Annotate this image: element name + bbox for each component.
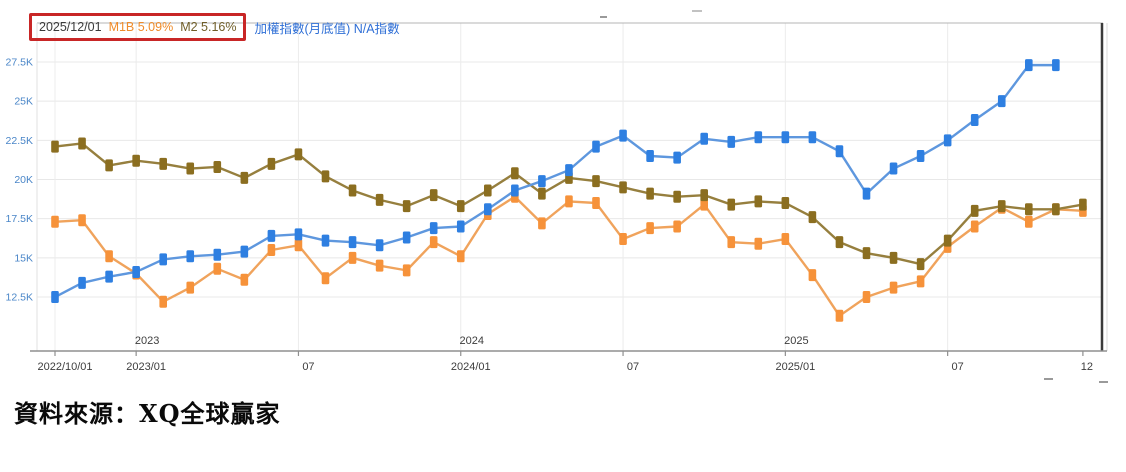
svg-text:27.5K: 27.5K: [6, 57, 33, 69]
artifact-dash: [1044, 378, 1053, 380]
svg-text:25K: 25K: [14, 96, 33, 108]
svg-text:2025/01: 2025/01: [775, 361, 815, 373]
legend-index-label: 加權指數(月底值) N/A指數: [254, 21, 400, 36]
svg-text:12: 12: [1081, 361, 1093, 373]
svg-text:2023: 2023: [135, 335, 159, 347]
annotation-box: 2025/12/01 M1B 5.09% M2 5.16%: [29, 13, 247, 41]
svg-text:2023/01: 2023/01: [126, 361, 166, 373]
source-caption: 資料來源：XQ全球贏家: [14, 399, 281, 428]
artifact-dash: [600, 16, 607, 18]
svg-text:07: 07: [952, 361, 964, 373]
chart-legend-row: 2025/12/01 M1B 5.09% M2 5.16% 加權指數(月底值) …: [29, 13, 400, 41]
svg-text:15K: 15K: [14, 252, 33, 264]
svg-text:2024: 2024: [460, 335, 484, 347]
svg-text:07: 07: [302, 361, 314, 373]
svg-text:17.5K: 17.5K: [6, 213, 33, 225]
artifact-dash: [692, 10, 702, 12]
svg-text:22.5K: 22.5K: [6, 135, 33, 147]
svg-text:20K: 20K: [14, 174, 33, 186]
legend-m1b-label: M1B 5.09%: [108, 20, 174, 34]
svg-text:2025: 2025: [784, 335, 808, 347]
legend-date-label: 2025/12/01: [39, 20, 102, 34]
svg-text:2024/01: 2024/01: [451, 361, 491, 373]
legend-m2-label: M2 5.16%: [180, 20, 237, 34]
svg-text:2022/10/01: 2022/10/01: [37, 361, 92, 373]
svg-text:12.5K: 12.5K: [6, 292, 33, 304]
svg-text:07: 07: [627, 361, 639, 373]
artifact-dash: [1099, 381, 1108, 383]
